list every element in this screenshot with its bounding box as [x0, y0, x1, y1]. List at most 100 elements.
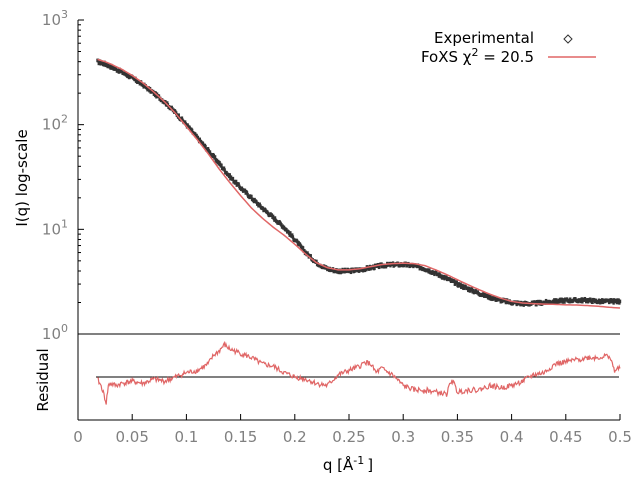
experimental-point	[243, 188, 247, 193]
experimental-point	[288, 233, 291, 237]
experimental-point	[402, 263, 406, 268]
experimental-point	[445, 275, 448, 280]
experimental-point	[183, 120, 187, 124]
tick-exponent: 1	[61, 217, 68, 230]
experimental-point	[102, 62, 106, 67]
experimental-point	[378, 264, 381, 269]
experimental-point	[558, 299, 561, 304]
legend-foxs-rest: = 20.5	[478, 48, 534, 66]
x-tick-label: 0.35	[441, 428, 474, 446]
experimental-point	[569, 297, 572, 302]
experimental-point	[358, 269, 361, 273]
experimental-point	[591, 300, 594, 304]
experimental-point	[196, 135, 200, 140]
experimental-point	[291, 233, 294, 237]
experimental-point	[228, 173, 231, 177]
main-y-axis-label: I(q) log-scale	[13, 129, 31, 226]
experimental-point	[231, 176, 235, 181]
experimental-point	[273, 216, 277, 220]
x-axis-label-sup: -1	[353, 454, 364, 467]
experimental-point	[568, 299, 571, 304]
experimental-point	[615, 300, 619, 305]
x-tick-label: 0.3	[391, 428, 415, 446]
experimental-point	[482, 291, 485, 296]
x-tick-label: 0.15	[224, 428, 257, 446]
experimental-point	[237, 182, 240, 186]
experimental-point	[315, 259, 318, 264]
experimental-point	[213, 155, 217, 159]
experimental-point	[256, 201, 260, 206]
experimental-point	[457, 282, 460, 286]
experimental-point	[483, 292, 487, 296]
experimental-point	[461, 283, 464, 288]
experimental-point	[180, 116, 184, 121]
experimental-point	[289, 231, 292, 235]
experimental-point	[468, 289, 472, 293]
experimental-point	[217, 159, 220, 164]
x-axis-label: q [Å-1]	[323, 454, 373, 474]
experimental-point	[142, 85, 145, 89]
experimental-point	[611, 299, 615, 303]
experimental-point	[220, 163, 223, 168]
tick-exponent: 2	[61, 113, 68, 126]
experimental-point	[306, 252, 310, 257]
main-y-tick-label: 102	[42, 113, 68, 134]
experimental-point	[296, 239, 299, 244]
experimental-point	[470, 287, 474, 291]
experimental-point	[96, 58, 100, 63]
experimental-point	[574, 297, 577, 301]
x-ticks: 0 0.05 0.1 0.15 0.2 0.25 0.3 0.35 0.4 0.45 0.5	[73, 414, 632, 446]
main-y-tick-label: 100	[42, 322, 68, 343]
legend-foxs-main: FoXS χ	[421, 48, 472, 66]
main-y-tick-label: 101	[42, 217, 68, 238]
experimental-point	[117, 70, 121, 74]
tick-base: 10	[42, 325, 61, 343]
experimental-point	[428, 268, 431, 273]
experimental-point	[580, 297, 583, 301]
experimental-point	[552, 300, 555, 305]
experimental-point	[208, 150, 212, 154]
experimental-point	[437, 274, 441, 278]
experimental-point	[389, 263, 392, 268]
tick-base: 10	[42, 11, 61, 29]
experimental-point	[118, 67, 121, 72]
experimental-point	[245, 191, 249, 195]
experimental-point	[120, 69, 124, 73]
experimental-point	[482, 294, 486, 298]
experimental-point	[115, 67, 118, 71]
residual-y-axis-label: Residual	[34, 348, 52, 411]
tick-base: 10	[42, 116, 61, 134]
experimental-point	[437, 272, 440, 277]
experimental-point	[618, 299, 622, 304]
experimental-point	[586, 298, 589, 302]
experimental-point	[499, 299, 502, 304]
experimental-point	[287, 231, 291, 235]
tick-exponent: 0	[61, 322, 68, 335]
experimental-point	[261, 206, 265, 211]
x-tick-label: 0.25	[332, 428, 365, 446]
experimental-point	[459, 282, 462, 287]
legend-marker-experimental	[563, 34, 573, 44]
experimental-point	[204, 144, 207, 149]
experimental-point	[466, 286, 469, 290]
experimental-point	[250, 194, 253, 199]
experimental-point	[472, 288, 475, 293]
experimental-point	[562, 298, 566, 302]
experimental-point	[270, 213, 274, 217]
experimental-point	[539, 300, 543, 304]
legend-label-foxs: FoXS χ2 = 20.5	[421, 46, 534, 66]
main-y-tick-label: 103	[42, 8, 68, 29]
experimental-point	[519, 302, 522, 307]
x-axis-label-main: q [Å	[323, 455, 354, 474]
series-residual	[97, 340, 621, 405]
experimental-point	[599, 300, 602, 305]
experimental-point	[616, 298, 619, 302]
experimental-point	[215, 158, 219, 163]
legend: Experimental FoXS χ2 = 20.5	[421, 29, 596, 66]
experimental-point	[489, 294, 492, 299]
experimental-point	[198, 137, 201, 142]
experimental-point	[223, 168, 226, 172]
experimental-point	[303, 249, 306, 253]
